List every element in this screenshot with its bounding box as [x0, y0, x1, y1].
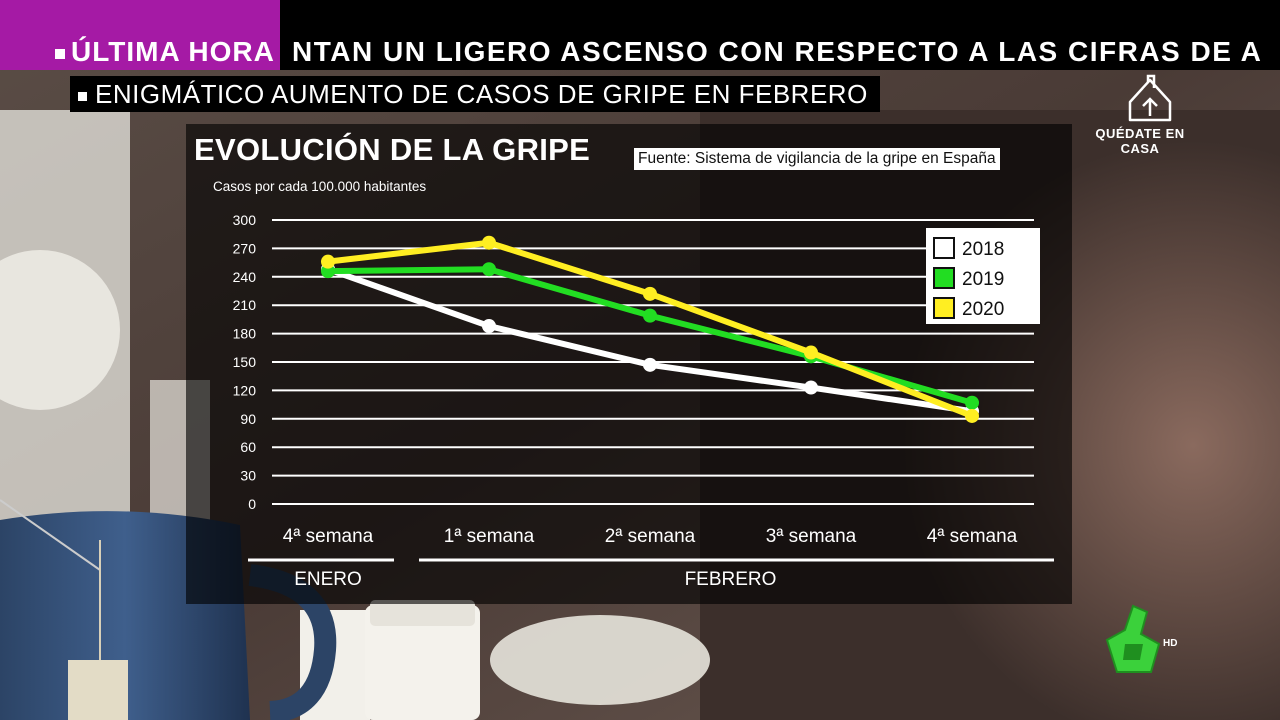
ticker-scroll-area: NTAN UN LIGERO ASCENSO CON RESPECTO A LA…: [280, 30, 1280, 70]
x-tick-label: 3ª semana: [766, 526, 857, 547]
chart-title: EVOLUCIÓN DE LA GRIPE: [194, 132, 591, 167]
data-point-2019: [965, 395, 979, 410]
chart-plot: Casos por cada 100.000 habitantes 0 30 60 90…: [213, 179, 1054, 590]
house-icon: [1128, 74, 1172, 122]
channel-logo: HD: [1105, 604, 1177, 673]
data-point-2020: [482, 235, 496, 250]
data-point-2018: [482, 319, 496, 334]
data-point-2018: [804, 380, 818, 395]
chart-source: Fuente: Sistema de vigilancia de la grip…: [634, 148, 1000, 170]
legend-swatch-2018: [933, 237, 955, 259]
y-tick-label: 240: [233, 269, 257, 285]
y-tick-label: 90: [240, 411, 256, 427]
stay-home-label: QUÉDATE EN CASA: [1095, 126, 1185, 156]
data-point-2019: [643, 308, 657, 323]
data-point-2020: [643, 286, 657, 301]
y-tick-label: 120: [233, 382, 257, 398]
legend-label: 2018: [962, 239, 1004, 260]
legend-swatch-2019: [933, 267, 955, 289]
data-point-2020: [804, 345, 818, 360]
data-point-2019: [482, 262, 496, 277]
y-tick-label: 300: [233, 212, 257, 228]
y-tick-label: 30: [240, 468, 256, 484]
y-tick-label: 270: [233, 240, 257, 256]
data-point-2018: [643, 357, 657, 372]
chart-panel: EVOLUCIÓN DE LA GRIPE Fuente: Sistema de…: [186, 124, 1072, 604]
data-point-2020: [321, 254, 335, 269]
hd-label: HD: [1163, 638, 1177, 649]
stay-home-badge: QUÉDATE EN CASA: [1080, 72, 1200, 156]
la-sexta-logo-icon: [1105, 604, 1161, 673]
y-tick-label: 210: [233, 297, 257, 313]
breaking-news-label: ÚLTIMA HORA: [55, 36, 275, 68]
ticker-scroll-text: NTAN UN LIGERO ASCENSO CON RESPECTO A LA…: [292, 36, 1263, 67]
x-tick-label: 1ª semana: [444, 526, 535, 547]
data-point-2020: [965, 408, 979, 423]
y-tick-label: 0: [248, 496, 256, 512]
breaking-news-badge: [0, 0, 280, 70]
y-tick-label: 60: [240, 439, 256, 455]
x-tick-label: 4ª semana: [283, 526, 374, 547]
legend-swatch-2020: [933, 297, 955, 319]
x-tick-label: 4ª semana: [927, 526, 1018, 547]
y-tick-label: 180: [233, 326, 257, 342]
legend-label: 2020: [962, 299, 1004, 320]
y-axis-label: Casos por cada 100.000 habitantes: [213, 179, 426, 194]
group-label: ENERO: [294, 569, 362, 590]
legend-label: 2019: [962, 269, 1004, 290]
y-tick-label: 150: [233, 354, 257, 370]
news-headline: ENIGMÁTICO AUMENTO DE CASOS DE GRIPE EN …: [70, 76, 880, 112]
group-label: FEBRERO: [685, 569, 777, 590]
x-tick-label: 2ª semana: [605, 526, 696, 547]
